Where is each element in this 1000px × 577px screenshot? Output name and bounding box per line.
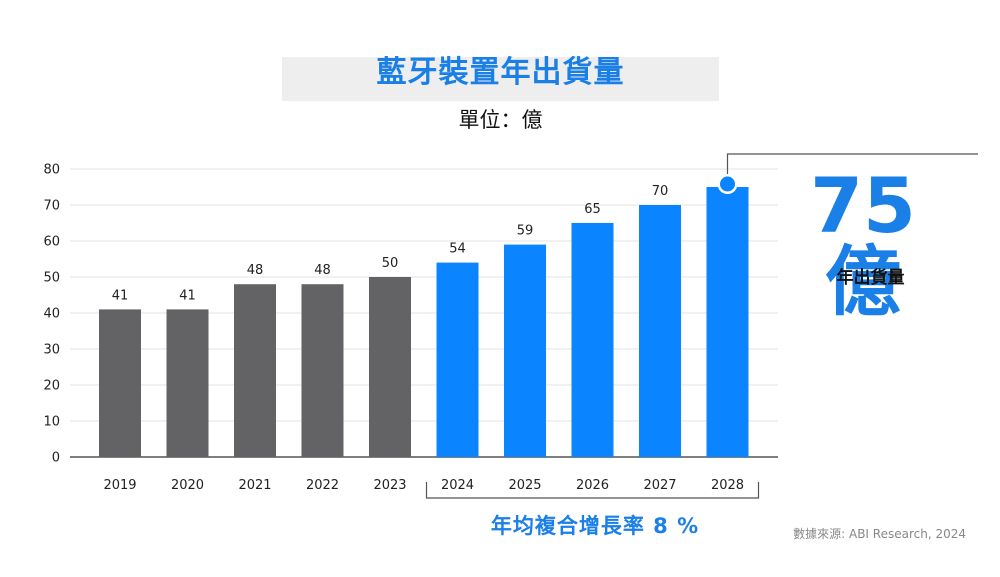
x-tick-label: 2019 xyxy=(103,478,136,493)
forecast-bracket xyxy=(425,482,760,499)
cagr-label: 年均複合增長率 8 % xyxy=(490,514,700,538)
data-label: 70 xyxy=(652,184,669,199)
x-tick-label: 2028 xyxy=(711,478,744,493)
data-label: 65 xyxy=(584,202,601,217)
bar-2025 xyxy=(504,244,546,457)
y-tick-label: 70 xyxy=(43,199,60,214)
y-tick-label: 20 xyxy=(43,379,60,394)
x-tick-label: 2027 xyxy=(643,478,676,493)
x-tick-label: 2025 xyxy=(508,478,541,493)
x-tick-label: 2026 xyxy=(576,478,609,493)
bar-2022 xyxy=(301,284,344,457)
data-label: 48 xyxy=(247,263,264,278)
data-label: 41 xyxy=(179,288,196,303)
y-tick-label: 60 xyxy=(43,235,60,250)
callout-value: 75億 xyxy=(810,161,916,326)
callout-marker xyxy=(720,176,735,192)
bar-2026 xyxy=(571,223,614,457)
bar-2020 xyxy=(166,309,209,457)
y-tick-label: 0 xyxy=(52,451,60,466)
callout-label: 年出貨量 xyxy=(836,268,905,288)
source-note: 數據來源: ABI Research, 2024 xyxy=(793,527,966,541)
data-label: 50 xyxy=(382,256,399,271)
x-tick-label: 2021 xyxy=(238,478,271,493)
data-label: 59 xyxy=(517,224,534,239)
y-tick-label: 80 xyxy=(43,163,60,178)
bar-2028 xyxy=(706,187,749,457)
x-tick-label: 2022 xyxy=(306,478,339,493)
bar-2023 xyxy=(369,277,411,457)
y-tick-label: 10 xyxy=(43,415,60,430)
bar-2019 xyxy=(99,309,141,457)
bar-2024 xyxy=(436,262,479,457)
chart-title: 藍牙裝置年出貨量 xyxy=(376,55,625,90)
x-tick-label: 2020 xyxy=(171,478,204,493)
y-tick-label: 50 xyxy=(43,271,60,286)
x-tick-label: 2023 xyxy=(373,478,406,493)
bar-2021 xyxy=(234,284,276,457)
bar-2027 xyxy=(639,205,681,457)
x-tick-label: 2024 xyxy=(441,478,474,493)
data-label: 48 xyxy=(314,263,331,278)
chart-subtitle: 單位：億 xyxy=(458,108,543,132)
title-background xyxy=(282,57,719,101)
data-label: 41 xyxy=(112,288,129,303)
y-tick-label: 30 xyxy=(43,343,60,358)
y-tick-label: 40 xyxy=(43,307,60,322)
data-label: 54 xyxy=(449,242,466,257)
